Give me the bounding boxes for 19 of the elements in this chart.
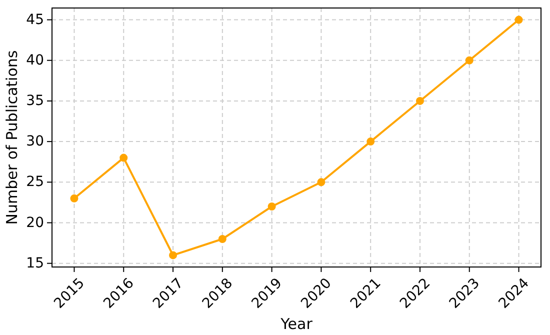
point [514, 16, 523, 24]
y-axis-title: Number of Publications [3, 50, 21, 225]
y-tick-label: 20 [26, 214, 44, 231]
point [169, 251, 178, 260]
point [268, 202, 276, 211]
point [465, 56, 474, 64]
point [70, 194, 78, 202]
point [416, 96, 424, 105]
point [366, 138, 375, 146]
point [218, 234, 226, 243]
y-tick-label: 40 [26, 52, 44, 68]
y-tick-label: 25 [26, 174, 44, 190]
x-axis-title: Year [280, 315, 314, 333]
y-tick-label: 30 [26, 134, 44, 150]
y-tick-label: 15 [26, 255, 44, 272]
y-tick-label: 45 [26, 12, 44, 28]
point [317, 178, 326, 186]
y-tick-label: 35 [26, 92, 44, 109]
point [120, 154, 128, 162]
